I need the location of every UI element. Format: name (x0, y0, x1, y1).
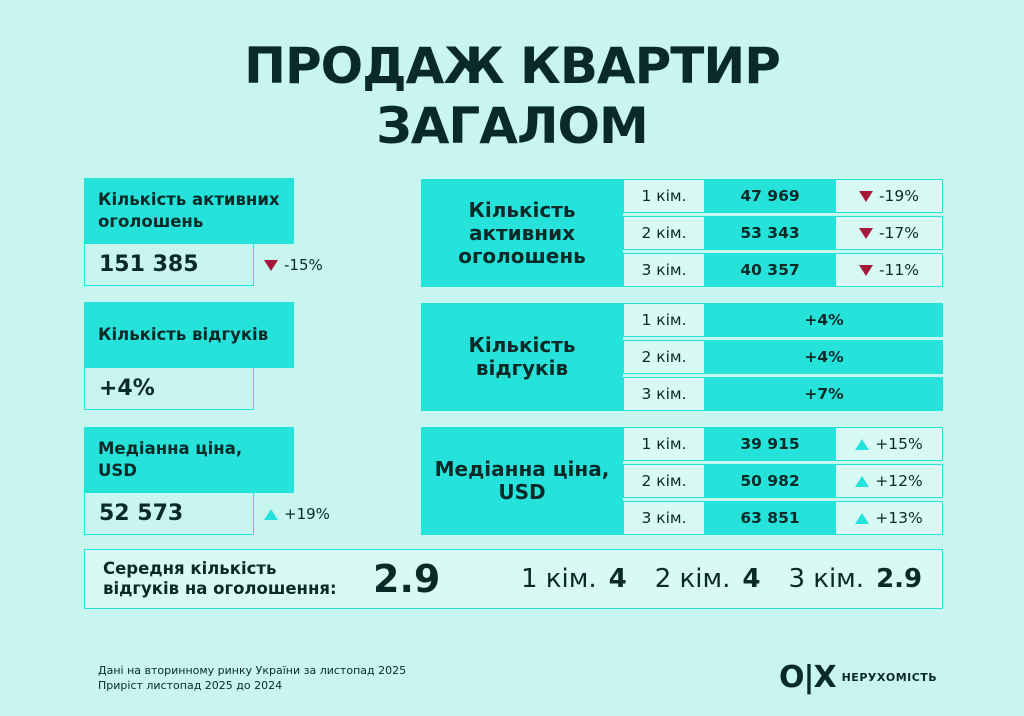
room-cell: 3 кім. (623, 501, 705, 535)
table-row: 1 кім. 39 915 +15% (623, 427, 943, 464)
room-label: 2 кім. (654, 564, 731, 594)
change-text: +13% (875, 509, 923, 527)
logo-mark: O|X (779, 660, 837, 695)
room-value: 4 (742, 564, 761, 594)
logo-text: НЕРУХОМІСТЬ (841, 671, 938, 684)
value-cell: 53 343 (705, 216, 835, 250)
table-row: 2 кім. 50 982 +12% (623, 464, 943, 501)
value-cell: +4% (705, 340, 943, 374)
average-label: Середня кількість відгуків на оголошення… (103, 559, 337, 598)
change-text: +19% (284, 505, 330, 523)
triangle-up-icon (855, 438, 870, 450)
footer-line-1: Дані на вторинному ринку України за лист… (98, 664, 407, 677)
triangle-down-icon (858, 190, 873, 202)
change-cell: -19% (835, 179, 943, 213)
room-value: 2.9 (876, 564, 923, 594)
title-line-1: ПРОДАЖ КВАРТИР (244, 37, 781, 95)
summary-value: 151 385 (84, 244, 254, 286)
change-text: -15% (284, 256, 323, 274)
room-cell: 3 кім. (623, 253, 705, 287)
summary-label: Медіанна ціна, USD (84, 427, 294, 493)
table-responses: Кількість відгуків 1 кім. +4% 2 кім. +4%… (421, 303, 943, 411)
triangle-up-icon (855, 475, 870, 487)
change-text: -17% (878, 224, 920, 242)
table-row: 2 кім. +4% (623, 340, 943, 377)
room-label: 1 кім. (521, 564, 597, 594)
change-text: +15% (875, 435, 923, 453)
change-text: -19% (878, 187, 920, 205)
room-cell: 2 кім. (623, 216, 705, 250)
room-cell: 3 кім. (623, 377, 705, 411)
summary-label: Кількість активних оголошень (84, 178, 294, 244)
footer-line-2: Приріст листопад 2025 до 2024 (98, 679, 283, 692)
average-responses-bar: Середня кількість відгуків на оголошення… (84, 549, 943, 609)
summary-responses: Кількість відгуків +4% (84, 302, 356, 410)
room-cell: 2 кім. (623, 340, 705, 374)
table-label: Медіанна ціна, USD (421, 427, 623, 535)
summary-median-price: Медіанна ціна, USD 52 573 +19% (84, 427, 356, 535)
room-cell: 1 кім. (623, 179, 705, 213)
table-label: Кількість відгуків (421, 303, 623, 411)
change-cell: +13% (835, 501, 943, 535)
summary-value: +4% (84, 368, 254, 410)
table-active-listings: Кількість активних оголошень 1 кім. 47 9… (421, 179, 943, 287)
table-median-price: Медіанна ціна, USD 1 кім. 39 915 +15% 2 … (421, 427, 943, 535)
change-text: -11% (878, 261, 920, 279)
average-room-2: 2 кім. 4 (655, 564, 761, 594)
table-row: 2 кім. 53 343 -17% (623, 216, 943, 253)
title-line-2: ЗАГАЛОМ (376, 97, 649, 155)
value-cell: 63 851 (705, 501, 835, 535)
table-label: Кількість активних оголошень (421, 179, 623, 287)
table-row: 1 кім. 47 969 -19% (623, 179, 943, 216)
value-cell: 50 982 (705, 464, 835, 498)
summary-active-listings: Кількість активних оголошень 151 385 -15… (84, 178, 356, 286)
summary-change: -15% (254, 244, 323, 286)
average-room-1: 1 кім. 4 (521, 564, 627, 594)
olx-logo: O|X НЕРУХОМІСТЬ (779, 660, 937, 695)
change-cell: +12% (835, 464, 943, 498)
triangle-down-icon (858, 227, 873, 239)
footer-note: Дані на вторинному ринку України за лист… (98, 663, 406, 693)
triangle-down-icon (858, 264, 873, 276)
value-cell: 47 969 (705, 179, 835, 213)
summary-change: +19% (254, 493, 330, 535)
change-cell: -11% (835, 253, 943, 287)
summary-value: 52 573 (84, 493, 254, 535)
room-cell: 1 кім. (623, 427, 705, 461)
triangle-up-icon (264, 508, 278, 520)
value-cell: 40 357 (705, 253, 835, 287)
value-cell: +4% (705, 303, 943, 337)
page-title: ПРОДАЖ КВАРТИР ЗАГАЛОМ (0, 36, 1024, 156)
table-row: 3 кім. +7% (623, 377, 943, 411)
change-text: +12% (875, 472, 923, 490)
table-row: 1 кім. +4% (623, 303, 943, 340)
room-label: 3 кім. (788, 564, 865, 594)
change-cell: -17% (835, 216, 943, 250)
value-cell: +7% (705, 377, 943, 411)
value-cell: 39 915 (705, 427, 835, 461)
triangle-up-icon (855, 512, 870, 524)
room-cell: 2 кім. (623, 464, 705, 498)
table-row: 3 кім. 40 357 -11% (623, 253, 943, 287)
table-row: 3 кім. 63 851 +13% (623, 501, 943, 535)
average-room-3: 3 кім. 2.9 (788, 564, 922, 594)
summary-label: Кількість відгуків (84, 302, 294, 368)
room-value: 4 (608, 564, 627, 594)
change-cell: +15% (835, 427, 943, 461)
average-value: 2.9 (373, 557, 441, 601)
triangle-down-icon (264, 259, 278, 271)
room-cell: 1 кім. (623, 303, 705, 337)
